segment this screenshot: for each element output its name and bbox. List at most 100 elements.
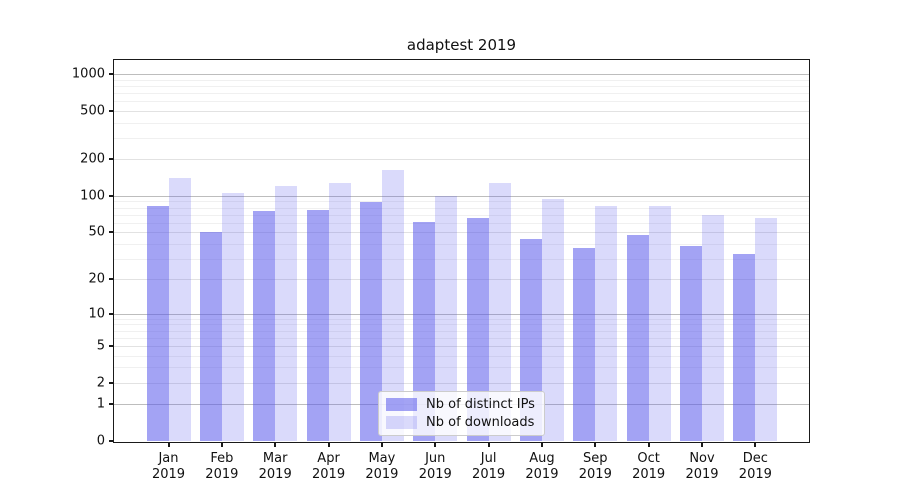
x-axis-tick bbox=[540, 443, 543, 447]
y-axis-tick bbox=[109, 344, 113, 347]
y-axis-tick bbox=[109, 403, 113, 406]
gridline-major bbox=[114, 195, 809, 197]
y-tick-label: 1 bbox=[96, 396, 105, 412]
gridline-minor bbox=[114, 92, 809, 94]
bar-nb-of-downloads-nov bbox=[702, 215, 724, 441]
x-tick-year: 2019 bbox=[472, 467, 506, 482]
bar-nb-of-downloads-sep bbox=[595, 206, 618, 441]
bar-nb-of-distinct-ips-sep bbox=[573, 247, 596, 441]
legend-swatch bbox=[386, 416, 417, 429]
gridline-minor bbox=[114, 85, 809, 87]
chart-title: adaptest 2019 bbox=[406, 36, 517, 54]
bar-nb-of-downloads-jun bbox=[435, 196, 458, 441]
gridline-minor bbox=[114, 355, 809, 357]
x-tick-label: Apr 2019 bbox=[299, 451, 359, 483]
x-tick-month: Dec bbox=[742, 451, 768, 466]
x-tick-year: 2019 bbox=[578, 467, 612, 482]
gridline-minor bbox=[114, 159, 809, 161]
bar-nb-of-distinct-ips-feb bbox=[199, 232, 222, 441]
y-axis-tick bbox=[109, 158, 113, 161]
gridline-minor bbox=[114, 214, 809, 216]
x-axis-tick bbox=[167, 443, 170, 447]
y-axis-tick bbox=[109, 278, 113, 281]
y-tick-label: 5 bbox=[96, 338, 105, 354]
legend-label: Nb of distinct IPs bbox=[426, 397, 535, 412]
x-tick-year: 2019 bbox=[365, 467, 399, 482]
x-axis-tick bbox=[434, 443, 437, 447]
gridline-minor bbox=[114, 79, 809, 81]
y-axis-tick bbox=[109, 231, 113, 234]
gridline-minor bbox=[114, 324, 809, 326]
y-tick-label: 20 bbox=[88, 271, 105, 287]
x-tick-label: Jan 2019 bbox=[139, 451, 199, 483]
y-tick-label: 10 bbox=[88, 306, 105, 322]
bar-nb-of-distinct-ips-nov bbox=[680, 246, 702, 441]
y-axis-tick bbox=[109, 109, 113, 112]
bar-nb-of-distinct-ips-jul bbox=[466, 217, 489, 441]
gridline-minor bbox=[114, 279, 809, 281]
x-axis-tick bbox=[701, 443, 703, 447]
x-tick-year: 2019 bbox=[418, 467, 452, 482]
bar-nb-of-downloads-feb bbox=[221, 193, 244, 441]
bar-nb-of-distinct-ips-jan bbox=[146, 206, 169, 441]
gridline-major bbox=[114, 313, 809, 315]
x-tick-label: Aug 2019 bbox=[512, 451, 572, 483]
x-axis-tick bbox=[380, 443, 383, 447]
x-tick-year: 2019 bbox=[685, 467, 719, 482]
y-axis-tick bbox=[109, 312, 113, 315]
bar-nb-of-distinct-ips-may bbox=[359, 201, 382, 441]
y-tick-label: 1000 bbox=[71, 66, 105, 82]
x-tick-year: 2019 bbox=[258, 467, 292, 482]
x-tick-label: Feb 2019 bbox=[192, 451, 252, 483]
bar-nb-of-distinct-ips-aug bbox=[519, 238, 542, 441]
x-tick-year: 2019 bbox=[738, 467, 772, 482]
legend-item: Nb of downloads bbox=[386, 415, 535, 430]
gridline-minor bbox=[114, 345, 809, 347]
gridline-minor bbox=[114, 243, 809, 245]
x-axis-tick bbox=[754, 443, 757, 447]
y-tick-label: 200 bbox=[80, 151, 105, 167]
x-tick-label: Mar 2019 bbox=[245, 451, 305, 483]
bar-nb-of-downloads-may bbox=[381, 170, 404, 441]
bar-nb-of-downloads-apr bbox=[328, 182, 351, 441]
y-tick-label: 500 bbox=[80, 103, 105, 119]
x-tick-year: 2019 bbox=[205, 467, 239, 482]
x-tick-label: May 2019 bbox=[352, 451, 412, 483]
gridline-minor bbox=[114, 337, 809, 339]
x-axis-tick bbox=[327, 443, 330, 447]
x-tick-month: May bbox=[368, 451, 396, 466]
x-tick-month: Jul bbox=[480, 451, 497, 466]
x-tick-label: Oct 2019 bbox=[619, 451, 679, 483]
x-axis-tick bbox=[274, 443, 277, 447]
x-axis-tick bbox=[220, 443, 223, 447]
gridline-minor bbox=[114, 222, 809, 224]
y-axis-tick bbox=[109, 381, 113, 384]
gridline-minor bbox=[114, 232, 809, 234]
x-tick-label: Jun 2019 bbox=[405, 451, 465, 483]
gridline-major bbox=[114, 74, 809, 75]
bar-nb-of-distinct-ips-dec bbox=[733, 253, 756, 441]
legend-label: Nb of downloads bbox=[426, 415, 535, 430]
y-tick-label: 0 bbox=[96, 433, 105, 449]
gridline-minor bbox=[114, 137, 809, 139]
gridline-minor bbox=[114, 367, 809, 369]
bar-nb-of-downloads-oct bbox=[648, 205, 671, 441]
y-axis-tick bbox=[109, 440, 113, 442]
bar-nb-of-downloads-jan bbox=[168, 178, 191, 441]
x-tick-year: 2019 bbox=[632, 467, 666, 482]
x-tick-month: Apr bbox=[317, 451, 340, 466]
x-tick-label: Jul 2019 bbox=[459, 451, 519, 483]
gridline-minor bbox=[114, 201, 809, 203]
x-axis-tick bbox=[487, 443, 490, 447]
y-axis-tick bbox=[109, 194, 113, 197]
bar-nb-of-downloads-jul bbox=[488, 183, 511, 441]
x-tick-month: Mar bbox=[262, 451, 288, 466]
x-tick-year: 2019 bbox=[525, 467, 559, 482]
x-tick-year: 2019 bbox=[151, 467, 186, 482]
x-tick-month: Oct bbox=[637, 451, 660, 466]
y-axis-tick bbox=[109, 73, 113, 75]
gridline-minor bbox=[114, 330, 809, 332]
bar-nb-of-downloads-dec bbox=[755, 217, 778, 441]
bar-nb-of-distinct-ips-mar bbox=[253, 210, 276, 441]
